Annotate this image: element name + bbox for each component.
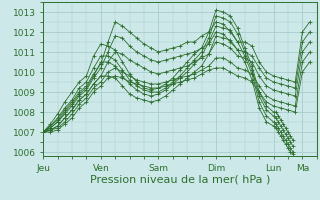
X-axis label: Pression niveau de la mer( hPa ): Pression niveau de la mer( hPa ) [90, 174, 270, 184]
